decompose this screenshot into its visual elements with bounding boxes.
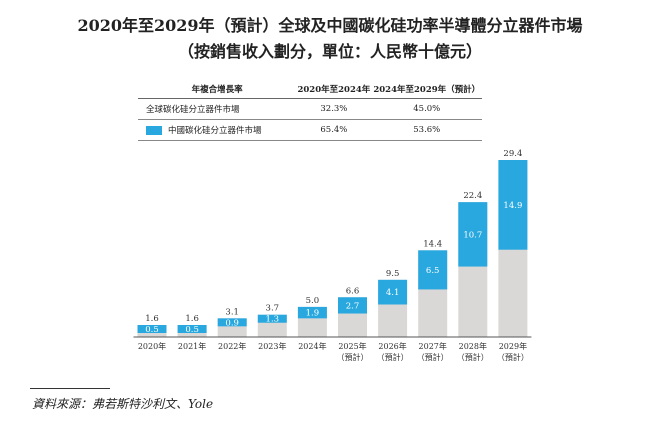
data-label-total: 9.5 [386,269,400,279]
x-tick-label: 2021年 [178,341,206,351]
row-v1: 65.4% [296,119,372,141]
x-tick-label: 2023年 [258,341,286,351]
x-tick-label: 2020年 [138,341,166,351]
row-v2: 45.0% [371,98,482,120]
data-label-total: 1.6 [185,314,199,324]
source-note: 資料來源：弗若斯特沙利文、Yole [32,397,214,411]
source-divider [30,388,110,389]
data-label-china: 6.5 [426,266,440,276]
data-label-total: 22.4 [463,191,482,201]
data-label-total: 3.1 [225,307,239,317]
data-label-china: 1.9 [306,309,320,319]
data-label-china: 4.1 [386,288,400,298]
data-label-total: 3.7 [266,304,280,314]
row-name: 全球碳化硅分立器件市場 [138,98,297,120]
header-period2: 2024年至2029年（預計） [371,80,482,99]
chart-subtitle: （按銷售收入劃分，單位：人民幣十億元） [177,42,482,61]
data-label-china: 0.5 [145,325,159,335]
data-label-total: 6.6 [346,286,360,296]
x-tick-label: 2026年 [378,341,406,351]
data-label-total: 29.4 [503,149,522,159]
bar-china [338,297,367,314]
bar-china [378,279,408,305]
bar-china [458,202,488,267]
bar-china [137,325,167,333]
x-tick-label: （預計） [337,352,369,362]
x-tick-label: （預計） [497,352,529,362]
table-row: 全球碳化硅分立器件市場 32.3% 45.0% [138,98,482,120]
chart-title: 2020年至2029年（預計）全球及中國碳化硅功率半導體分立器件市場 [77,16,583,35]
bar-china [217,318,247,327]
data-label-china: 2.7 [346,301,360,311]
x-tick-label: 2029年 [499,341,527,351]
row-name: 中國碳化硅分立器件市場 [168,126,262,136]
row-v2: 53.6% [371,119,482,141]
header-period1: 2020年至2024年 [296,80,372,99]
x-tick-label: 2027年 [419,341,447,351]
x-tick-label: （預計） [457,352,489,362]
data-label-china: 10.7 [463,230,482,240]
data-label-total: 1.6 [145,314,159,324]
bar-china [257,314,287,323]
bar-china [418,250,448,290]
x-tick-label: 2025年 [338,341,366,351]
data-label-china: 14.9 [503,201,522,211]
x-tick-label: （預計） [377,352,409,362]
data-label-china: 0.5 [185,325,199,335]
table-row: 中國碳化硅分立器件市場 65.4% 53.6% [138,119,482,141]
x-tick-label: （預計） [417,352,449,362]
data-label-china: 1.3 [266,315,280,325]
cagr-table: 年複合增長率 2020年至2024年 2024年至2029年（預計） 全球碳化硅… [138,80,482,141]
x-tick-label: 2028年 [459,341,487,351]
legend-swatch-china [146,126,162,135]
data-label-total: 14.4 [423,239,442,249]
header-cagr: 年複合增長率 [138,80,297,99]
data-label-total: 5.0 [306,296,320,306]
bar-china [297,306,327,319]
x-tick-label: 2022年 [218,341,246,351]
x-tick-label: 2024年 [298,341,326,351]
row-v1: 32.3% [296,98,372,120]
bar-china [177,325,207,333]
data-label-china: 0.9 [225,318,239,328]
bar-china [498,160,528,250]
